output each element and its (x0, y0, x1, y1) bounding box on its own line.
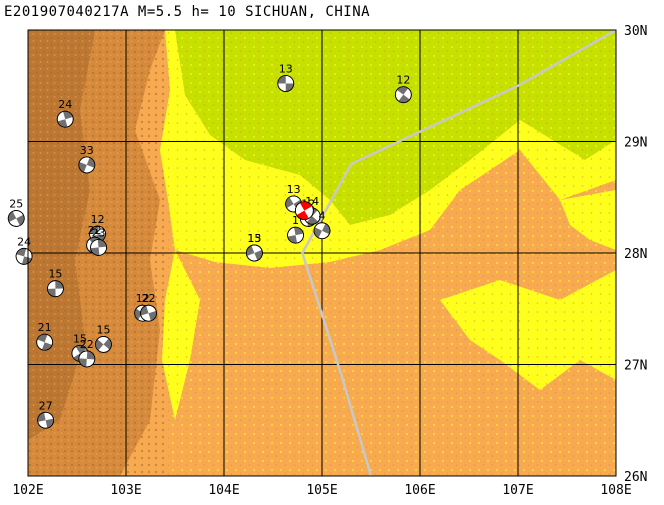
focal-mechanism-beachball (287, 226, 304, 244)
axis-labels: 102E 103E 104E 105E 106E 107E 108E 30N 29N 28N 27N… (12, 24, 647, 498)
focal-mechanism-beachball (95, 336, 112, 353)
lat-tick-label: 28N (624, 247, 647, 262)
lon-tick-label: 105E (306, 483, 337, 498)
main-event-beachball (294, 201, 314, 221)
map-frame (27, 29, 617, 477)
event-depth-label: 1 (292, 214, 299, 227)
focal-mechanism-beachball (245, 244, 263, 262)
lon-tick-label: 107E (502, 483, 533, 498)
lon-tick-label: 103E (110, 483, 141, 498)
focal-mechanism-beachball (90, 239, 107, 256)
event-depth-label: 24 (17, 235, 31, 248)
focal-mechanism-beachball (7, 210, 25, 227)
event-depth-label: 12 (396, 74, 410, 87)
event-depth-label: 15 (73, 332, 87, 345)
focal-mechanism-beachball (78, 156, 96, 174)
event-depth-label: 27 (39, 399, 53, 412)
focal-mechanism-beachball (313, 222, 331, 240)
event-depth-label: 21 (38, 321, 52, 334)
event-depth-label: 15 (96, 323, 110, 336)
event-depth-label: 13 (287, 183, 301, 196)
focal-mechanism-beachball (140, 304, 157, 322)
event-depth-label: 12 (136, 292, 150, 305)
event-depth-label: 24 (58, 98, 72, 111)
map-title: E201907040217A M=5.5 h= 10 SICHUAN, CHIN… (4, 4, 371, 20)
focal-mechanism-beachball (78, 350, 96, 368)
lon-tick-label: 108E (600, 483, 631, 498)
event-depth-label: 33 (80, 144, 94, 157)
event-depth-label: 15 (247, 232, 261, 245)
event-depth-label: 13 (279, 63, 293, 76)
focal-mechanism-beachball (394, 86, 412, 104)
event-depth-label: 25 (9, 197, 23, 210)
lat-tick-label: 29N (624, 136, 647, 151)
lon-tick-label: 104E (208, 483, 239, 498)
event-depth-label: 12 (91, 213, 105, 226)
focal-mechanism-beachball (277, 75, 295, 92)
lat-tick-label: 26N (624, 470, 647, 485)
focal-mechanism-beachball (36, 333, 54, 351)
province-boundary-line (301, 30, 616, 476)
event-depth-label: 23 (92, 226, 106, 239)
focal-mechanism-beachball (56, 110, 74, 128)
event-depth-label: 4 (319, 210, 326, 223)
lat-tick-label: 30N (624, 24, 647, 39)
lat-tick-label: 27N (624, 359, 647, 374)
event-depth-label: 22 (80, 338, 94, 351)
lon-tick-label: 106E (404, 483, 435, 498)
event-depth-label: 22 (142, 292, 156, 305)
lon-tick-label: 102E (12, 483, 43, 498)
event-depth-label: 13 (247, 232, 261, 245)
focal-mechanism-beachball (47, 280, 64, 298)
focal-mechanism-beachball (37, 411, 55, 429)
focal-mechanism-layer: 1312243313121414251222231513242915122221… (7, 63, 412, 429)
event-depth-label: 22 (88, 224, 102, 237)
event-depth-label: 15 (48, 268, 62, 281)
